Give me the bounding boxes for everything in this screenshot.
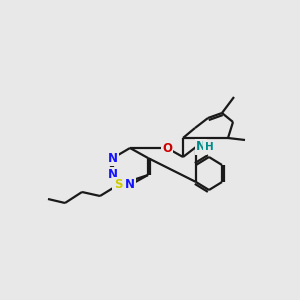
Text: H: H (205, 142, 213, 152)
Text: N: N (108, 169, 118, 182)
Text: N: N (196, 140, 206, 154)
Text: N: N (108, 152, 118, 164)
Text: S: S (114, 178, 122, 191)
Text: N: N (125, 178, 135, 191)
Text: O: O (162, 142, 172, 154)
